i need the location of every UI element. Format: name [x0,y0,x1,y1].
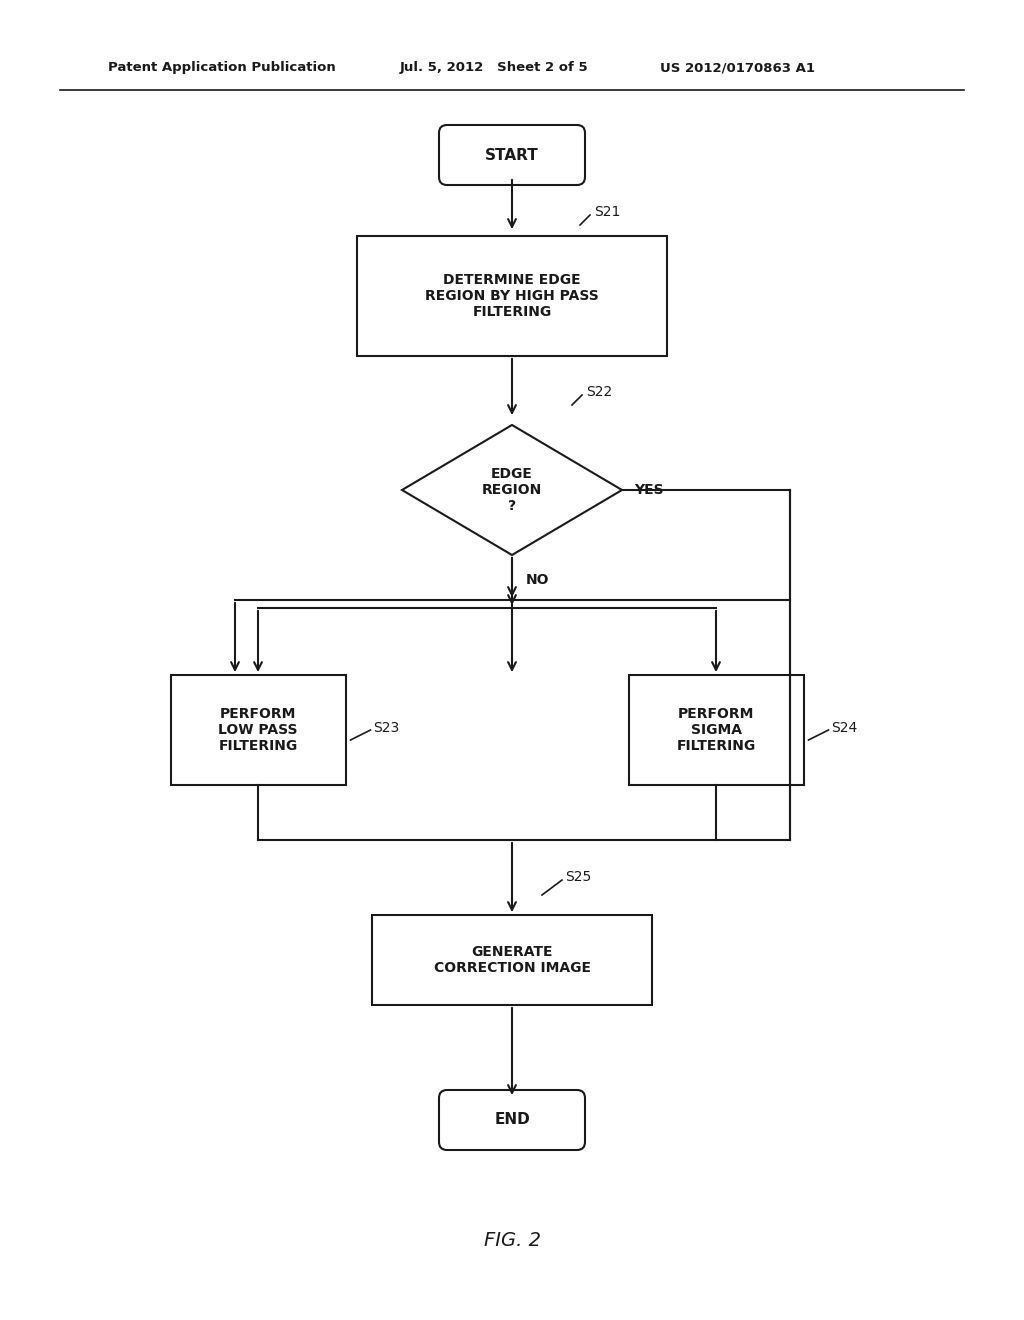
Text: PERFORM
LOW PASS
FILTERING: PERFORM LOW PASS FILTERING [218,706,298,754]
Text: Patent Application Publication: Patent Application Publication [108,62,336,74]
Text: PERFORM
SIGMA
FILTERING: PERFORM SIGMA FILTERING [677,706,756,754]
FancyBboxPatch shape [439,1090,585,1150]
Text: YES: YES [634,483,664,498]
Text: S22: S22 [586,385,612,399]
Bar [357,236,667,356]
Text: FIG. 2: FIG. 2 [483,1230,541,1250]
Bar [171,675,345,785]
Text: END: END [495,1113,529,1127]
Bar [372,915,652,1005]
Bar [629,675,804,785]
Text: S23: S23 [374,721,399,735]
Text: START: START [485,148,539,162]
Text: NO: NO [526,573,550,587]
Polygon shape [402,425,622,554]
Text: DETERMINE EDGE
REGION BY HIGH PASS
FILTERING: DETERMINE EDGE REGION BY HIGH PASS FILTE… [425,273,599,319]
Text: S25: S25 [565,870,591,884]
Text: S21: S21 [594,205,621,219]
Text: EDGE
REGION
?: EDGE REGION ? [482,467,542,513]
Text: US 2012/0170863 A1: US 2012/0170863 A1 [660,62,815,74]
Text: Jul. 5, 2012   Sheet 2 of 5: Jul. 5, 2012 Sheet 2 of 5 [400,62,589,74]
Text: S24: S24 [831,721,858,735]
FancyBboxPatch shape [439,125,585,185]
Text: GENERATE
CORRECTION IMAGE: GENERATE CORRECTION IMAGE [433,945,591,975]
